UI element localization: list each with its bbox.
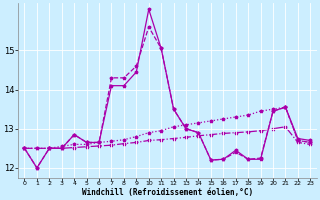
- X-axis label: Windchill (Refroidissement éolien,°C): Windchill (Refroidissement éolien,°C): [82, 188, 253, 197]
